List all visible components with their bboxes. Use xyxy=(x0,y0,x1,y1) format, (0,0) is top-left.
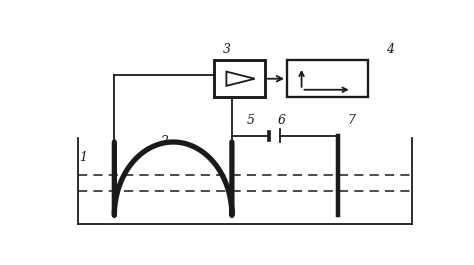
Bar xyxy=(287,60,368,97)
Text: 4: 4 xyxy=(386,43,394,56)
Text: 1: 1 xyxy=(79,151,87,164)
Text: 3: 3 xyxy=(222,43,230,56)
Text: 7: 7 xyxy=(347,114,356,127)
Text: 5: 5 xyxy=(246,114,254,127)
Text: 2: 2 xyxy=(160,135,168,148)
Bar xyxy=(213,60,265,97)
Text: 6: 6 xyxy=(277,114,285,127)
